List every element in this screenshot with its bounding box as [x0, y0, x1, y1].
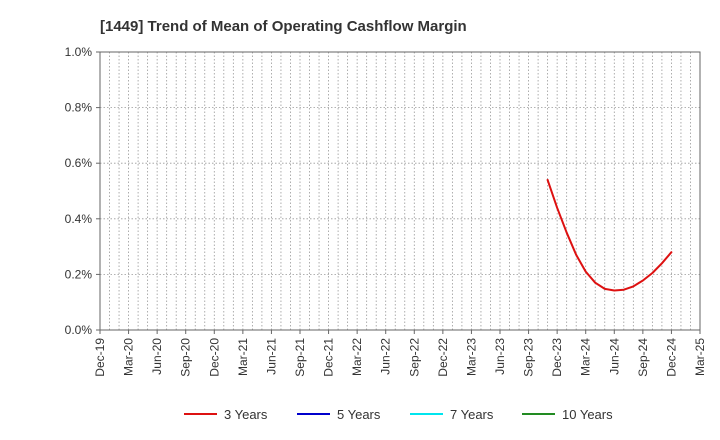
y-tick-label: 0.0% — [65, 323, 93, 337]
x-tick-label: Mar-22 — [350, 338, 364, 376]
x-tick-label: Sep-22 — [407, 338, 421, 377]
x-tick-label: Mar-20 — [122, 338, 136, 376]
axes — [99, 51, 701, 331]
x-tick-label: Sep-21 — [293, 338, 307, 377]
y-tick-label: 0.2% — [65, 267, 93, 281]
x-tick-label: Sep-24 — [636, 338, 650, 377]
x-tick-label: Dec-19 — [93, 338, 107, 377]
legend-label: 3 Years — [224, 407, 268, 422]
y-tick-label: 0.6% — [65, 156, 93, 170]
legend-label: 5 Years — [337, 407, 381, 422]
legend-label: 7 Years — [450, 407, 494, 422]
x-tick-label: Jun-22 — [379, 338, 393, 375]
x-tick-label: Mar-24 — [579, 338, 593, 376]
x-tick-label: Mar-23 — [464, 338, 478, 376]
x-tick-label: Sep-23 — [522, 338, 536, 377]
x-axis-ticks: Dec-19 Mar-20 Jun-20 Sep-20 Dec-20 Mar-21 Jun-… — [93, 330, 707, 377]
y-tick-label: 0.8% — [65, 101, 93, 115]
plot-area — [100, 52, 700, 330]
x-tick-label: Jun-20 — [150, 338, 164, 375]
legend: 3 Years 5 Years 7 Years 10 Years — [184, 407, 613, 422]
x-tick-label: Dec-21 — [322, 338, 336, 377]
x-tick-label: Dec-22 — [436, 338, 450, 377]
x-tick-label: Dec-24 — [664, 338, 678, 377]
x-tick-label: Jun-23 — [493, 338, 507, 375]
x-tick-label: Jun-24 — [607, 338, 621, 375]
x-tick-label: Mar-21 — [236, 338, 250, 376]
series-line — [546, 178, 673, 292]
x-tick-label: Dec-20 — [207, 338, 221, 377]
grid — [100, 51, 700, 330]
series-lines — [546, 178, 673, 292]
y-axis-ticks: 0.0% 0.2% 0.4% 0.6% 0.8% 1.0% — [65, 45, 100, 337]
y-tick-label: 0.4% — [65, 212, 93, 226]
x-tick-label: Sep-20 — [179, 338, 193, 377]
x-tick-label: Jun-21 — [264, 338, 278, 375]
chart-title: [1449] Trend of Mean of Operating Cashfl… — [100, 18, 467, 35]
plot-border — [99, 51, 701, 331]
x-tick-label: Dec-23 — [550, 338, 564, 377]
legend-label: 10 Years — [562, 407, 613, 422]
x-tick-label: Mar-25 — [693, 338, 707, 376]
y-tick-label: 1.0% — [65, 45, 93, 59]
